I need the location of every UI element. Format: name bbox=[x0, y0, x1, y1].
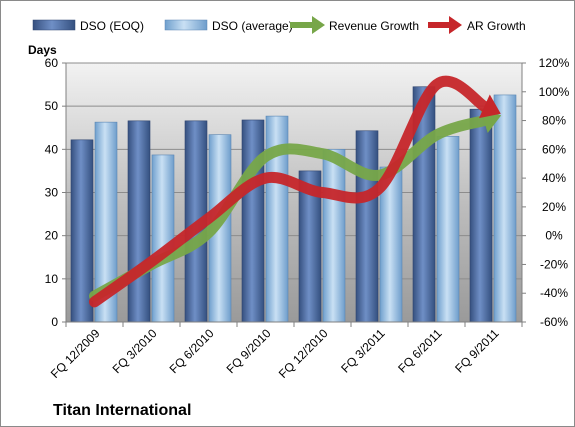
right-tick-label: -20% bbox=[540, 257, 568, 271]
company-name: Titan International bbox=[53, 402, 191, 419]
left-tick-label: 10 bbox=[45, 272, 59, 286]
x-tick-label: FQ 3/2011 bbox=[338, 326, 388, 376]
growth-arrows bbox=[89, 75, 502, 308]
legend-item-dso-average: DSO (average) bbox=[164, 19, 293, 33]
legend-label-revenue-growth: Revenue Growth bbox=[329, 19, 419, 33]
left-axis-title: Days bbox=[28, 43, 57, 57]
right-tick-label: 60% bbox=[542, 142, 566, 156]
x-tick-label: FQ 6/2011 bbox=[395, 326, 445, 376]
left-tick-label: 0 bbox=[51, 315, 58, 329]
x-tick-label: FQ 6/2010 bbox=[167, 326, 217, 376]
right-tick-label: 80% bbox=[542, 114, 566, 128]
right-tick-label: 40% bbox=[542, 171, 566, 185]
right-tick-label: 100% bbox=[539, 85, 570, 99]
legend-arrow-ar-growth bbox=[428, 16, 462, 34]
right-tick-label: 0% bbox=[545, 229, 563, 243]
legend-label-dso-average: DSO (average) bbox=[212, 19, 293, 33]
left-tick-label: 60 bbox=[45, 56, 59, 70]
left-tick-label: 30 bbox=[45, 186, 59, 200]
legend-item-revenue-growth: Revenue Growth bbox=[290, 16, 419, 34]
left-tick-label: 50 bbox=[45, 99, 59, 113]
legend-item-dso-eoq: DSO (EOQ) bbox=[32, 19, 144, 33]
right-tick-label: 20% bbox=[542, 200, 566, 214]
bar-dso-eoq bbox=[355, 130, 379, 323]
x-tick-label: FQ 9/2011 bbox=[452, 326, 502, 376]
legend-arrow-revenue-growth bbox=[290, 16, 325, 34]
bar-dso-average bbox=[322, 149, 346, 323]
x-tick-label: FQ 9/2010 bbox=[224, 326, 274, 376]
right-tick-label: -60% bbox=[540, 315, 568, 329]
left-tick-label: 40 bbox=[45, 142, 59, 156]
left-tick-label: 20 bbox=[45, 229, 59, 243]
legend-swatch-dso-eoq bbox=[32, 19, 76, 31]
ar-growth-arrowhead bbox=[479, 94, 501, 119]
legend: DSO (EOQ) DSO (average) Revenue Growth A… bbox=[32, 16, 526, 34]
bar-dso-average bbox=[436, 136, 460, 323]
bar-dso-average bbox=[493, 94, 517, 323]
right-tick-label: 120% bbox=[539, 56, 570, 70]
bar-dso-eoq bbox=[469, 108, 493, 323]
bar-dso-average bbox=[151, 154, 175, 323]
legend-label-dso-eoq: DSO (EOQ) bbox=[80, 19, 144, 33]
bar-dso-eoq bbox=[241, 119, 265, 323]
right-tick-label: -40% bbox=[540, 286, 568, 300]
x-tick-label: FQ 12/2010 bbox=[276, 326, 331, 381]
x-tick-label: FQ 3/2010 bbox=[110, 326, 160, 376]
x-tick-label: FQ 12/2009 bbox=[48, 326, 103, 381]
ar-growth-line bbox=[89, 75, 490, 308]
bar-dso-eoq bbox=[127, 120, 151, 323]
legend-swatch-dso-average bbox=[164, 19, 208, 31]
legend-label-ar-growth: AR Growth bbox=[467, 19, 526, 33]
legend-item-ar-growth: AR Growth bbox=[428, 16, 526, 34]
